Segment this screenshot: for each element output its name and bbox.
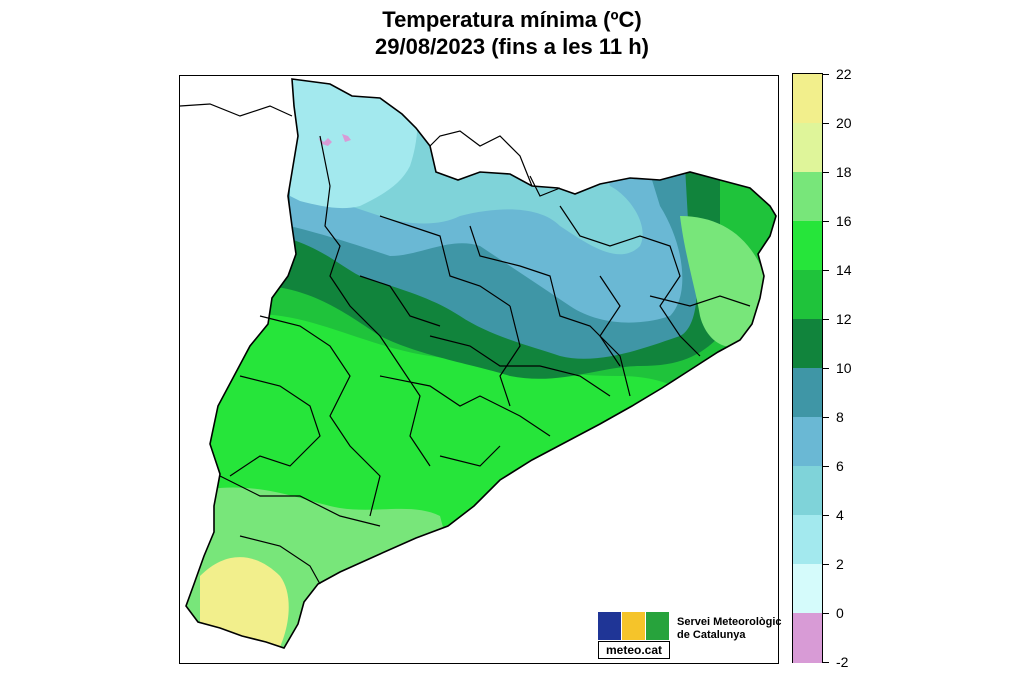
colorbar-tick xyxy=(823,564,829,565)
organization-name-line2: de Catalunya xyxy=(677,629,746,641)
colorbar-segment xyxy=(793,123,822,173)
colorbar-tick xyxy=(823,515,829,516)
colorbar-tick xyxy=(823,74,829,75)
temperature-zone xyxy=(318,138,332,146)
colorbar-tick xyxy=(823,270,829,271)
colorbar-label: 10 xyxy=(836,360,852,376)
colorbar-label: 18 xyxy=(836,164,852,180)
temperature-zone xyxy=(200,557,289,648)
organization-name: Servei Meteorològic de Catalunya xyxy=(677,616,782,642)
colorbar-segment xyxy=(793,417,822,467)
colorbar-segment xyxy=(793,74,822,124)
colorbar-label: 8 xyxy=(836,409,844,425)
colorbar-tick xyxy=(823,613,829,614)
colorbar-label: 16 xyxy=(836,213,852,229)
colorbar-label: 14 xyxy=(836,262,852,278)
logo-cloud-icon xyxy=(646,612,669,640)
logo-rain-icon xyxy=(598,612,621,640)
colorbar-segment xyxy=(793,172,822,222)
colorbar-label: 0 xyxy=(836,605,844,621)
map-panel xyxy=(179,75,779,664)
colorbar-segment xyxy=(793,515,822,565)
colorbar-tick xyxy=(823,319,829,320)
organization-name-line1: Servei Meteorològic xyxy=(677,616,782,628)
colorbar-label: -2 xyxy=(836,654,849,670)
meteocat-logo: meteo.cat xyxy=(598,612,670,659)
colorbar-tick xyxy=(823,368,829,369)
colorbar-segment xyxy=(793,466,822,516)
comarca-borders xyxy=(180,78,777,649)
colorbar-label: 20 xyxy=(836,115,852,131)
colorbar-segment xyxy=(793,368,822,418)
catalonia-temperature-map xyxy=(180,78,777,649)
colorbar-label: 6 xyxy=(836,458,844,474)
logo-sun-icon xyxy=(622,612,645,640)
temperature-zone xyxy=(290,79,418,209)
colorbar-tick xyxy=(823,123,829,124)
colorbar-label: 22 xyxy=(836,66,852,82)
temperature-zone xyxy=(680,216,766,347)
temperature-colorbar xyxy=(792,73,823,663)
colorbar-tick xyxy=(823,221,829,222)
map-title: Temperatura mínima (ºC) xyxy=(382,7,642,32)
colorbar-segment xyxy=(793,221,822,271)
colorbar-label: 2 xyxy=(836,556,844,572)
colorbar-tick xyxy=(823,662,829,663)
temperature-zone xyxy=(342,134,351,142)
colorbar-segment xyxy=(793,613,822,663)
colorbar-segment xyxy=(793,564,822,614)
map-subtitle: 29/08/2023 (fins a les 11 h) xyxy=(375,34,649,59)
colorbar-tick xyxy=(823,172,829,173)
colorbar-tick xyxy=(823,466,829,467)
colorbar-segment xyxy=(793,319,822,369)
logo-text: meteo.cat xyxy=(598,641,670,659)
colorbar-tick xyxy=(823,417,829,418)
colorbar-label: 4 xyxy=(836,507,844,523)
colorbar-label: 12 xyxy=(836,311,852,327)
colorbar-segment xyxy=(793,270,822,320)
